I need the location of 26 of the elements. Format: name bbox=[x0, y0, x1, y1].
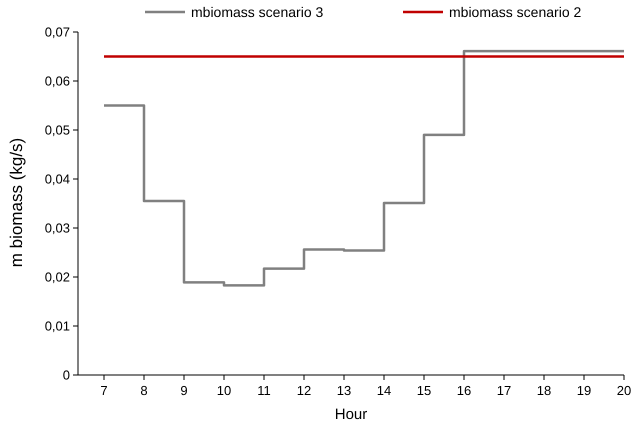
x-tick-label: 15 bbox=[416, 383, 432, 398]
x-tick-label: 10 bbox=[216, 383, 232, 398]
x-tick-label: 18 bbox=[536, 383, 552, 398]
x-tick-label: 12 bbox=[296, 383, 312, 398]
x-axis-title: Hour bbox=[334, 406, 368, 423]
y-tick-label: 0,01 bbox=[44, 318, 70, 334]
legend-label: mbiomass scenario 3 bbox=[191, 4, 324, 20]
x-tick-label: 9 bbox=[180, 383, 188, 398]
x-tick-label: 8 bbox=[140, 383, 148, 398]
y-tick-label: 0 bbox=[62, 368, 70, 383]
x-tick-label: 13 bbox=[336, 383, 352, 398]
x-tick-label: 17 bbox=[496, 383, 512, 398]
y-tick-label: 0,05 bbox=[44, 122, 70, 138]
y-tick-label: 0,02 bbox=[44, 270, 70, 285]
y-tick-label: 0,04 bbox=[44, 172, 70, 187]
y-axis-title: m biomass (kg/s) bbox=[7, 138, 26, 268]
x-tick-label: 19 bbox=[576, 383, 592, 398]
x-tick-label: 20 bbox=[616, 383, 632, 398]
x-tick-label: 7 bbox=[100, 383, 108, 398]
x-tick-label: 16 bbox=[456, 383, 472, 398]
x-tick-label: 14 bbox=[376, 383, 392, 398]
x-tick-label: 11 bbox=[257, 383, 271, 398]
y-tick-label: 0,03 bbox=[44, 220, 70, 236]
y-tick-label: 0,07 bbox=[44, 24, 70, 40]
y-tick-label: 0,06 bbox=[44, 74, 70, 89]
legend-label: mbiomass scenario 2 bbox=[449, 4, 582, 20]
